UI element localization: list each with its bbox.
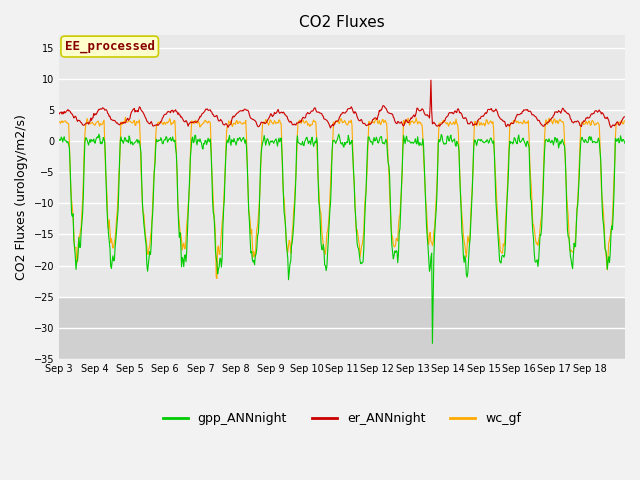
Y-axis label: CO2 Fluxes (urology/m2/s): CO2 Fluxes (urology/m2/s) (15, 114, 28, 280)
Title: CO2 Fluxes: CO2 Fluxes (299, 15, 385, 30)
Text: EE_processed: EE_processed (65, 40, 155, 53)
Bar (59, 297, 625, 359)
Legend: gpp_ANNnight, er_ANNnight, wc_gf: gpp_ANNnight, er_ANNnight, wc_gf (157, 407, 527, 430)
